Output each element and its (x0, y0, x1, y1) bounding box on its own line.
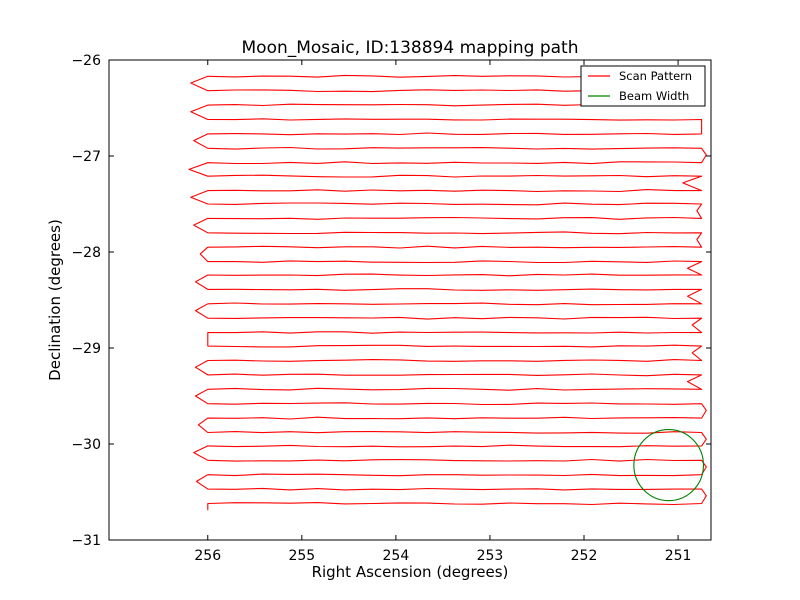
y-tick-label: −30 (71, 437, 101, 453)
plot-area (109, 60, 711, 540)
x-tick-label: 254 (383, 548, 410, 564)
y-tick-label: −28 (71, 245, 101, 261)
legend-box (580, 65, 706, 107)
y-tick-label: −29 (71, 341, 101, 357)
legend-label-beam-width: Beam Width (619, 89, 689, 103)
scan-pattern-line (188, 74, 707, 511)
x-tick-label: 251 (665, 548, 692, 564)
y-tick-label: −27 (71, 149, 101, 165)
x-tick-label: 255 (288, 548, 315, 564)
x-tick-label: 252 (571, 548, 598, 564)
scan-pattern-series (188, 74, 707, 511)
x-axis-label: Right Ascension (degrees) (312, 563, 509, 581)
beam-width-circle (633, 429, 705, 502)
legend-label-scan-pattern: Scan Pattern (619, 69, 692, 83)
beam-width-series (633, 429, 705, 502)
x-tick-label: 253 (477, 548, 504, 564)
legend: Scan Pattern Beam Width (580, 65, 706, 107)
chart-title: Moon_Mosaic, ID:138894 mapping path (242, 38, 579, 58)
plot-frame (108, 59, 712, 541)
y-tick-label: −26 (71, 53, 101, 69)
axis-ticks: 256 255 254 253 252 251 −26 −27 −28 −29 −30 −31 (71, 53, 711, 564)
y-tick-label: −31 (71, 533, 101, 549)
y-axis-label: Declination (degrees) (46, 219, 64, 381)
x-tick-label: 256 (194, 548, 221, 564)
